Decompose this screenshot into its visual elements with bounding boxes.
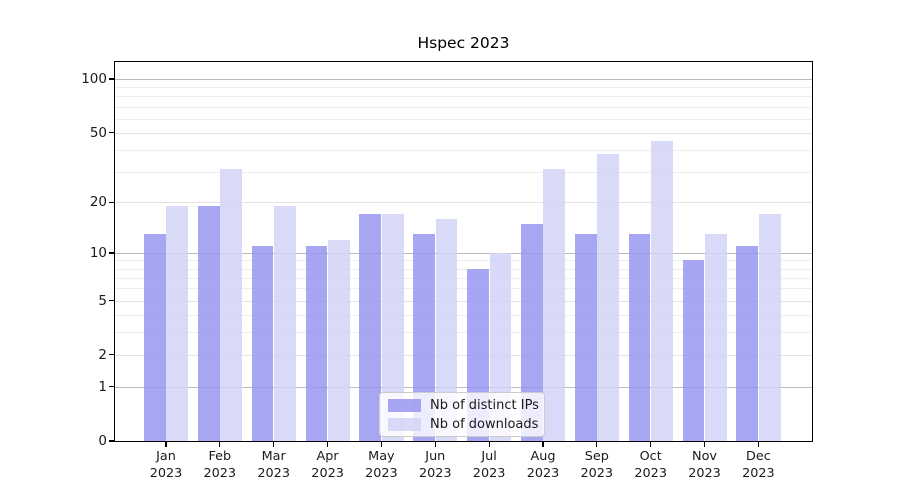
y-tick-mark-2 — [109, 354, 114, 356]
y-tick-label-0: 0 — [98, 433, 107, 449]
y-tick-mark-1 — [109, 386, 114, 388]
bar-distinct-ips-jan — [144, 234, 166, 441]
bar-downloads-dec — [758, 214, 781, 441]
x-tick-mark-sep — [596, 442, 598, 447]
gridline-y-60 — [115, 118, 812, 120]
bar-distinct-ips-sep — [574, 234, 597, 441]
gridline-y-40 — [115, 149, 812, 151]
x-tick-label-jan: Jan 2023 — [149, 449, 183, 481]
gridline-y-6 — [115, 288, 812, 290]
gridline-y-80 — [115, 96, 812, 98]
x-tick-mark-oct — [650, 442, 652, 447]
legend-row-distinct-ips: Nb of distinct IPs — [388, 398, 544, 413]
bar-distinct-ips-oct — [628, 234, 651, 441]
bar-downloads-jan — [166, 206, 189, 441]
x-tick-label-feb: Feb 2023 — [203, 449, 237, 481]
legend: Nb of distinct IPs Nb of downloads — [379, 392, 545, 437]
gridline-y-10 — [115, 252, 812, 254]
x-tick-label-dec: Dec 2023 — [742, 449, 775, 481]
x-tick-mark-may — [380, 442, 383, 447]
gridline-y-30 — [115, 171, 812, 173]
gridline-y-7 — [115, 277, 812, 279]
bar-distinct-ips-apr — [305, 246, 328, 441]
bar-distinct-ips-mar — [251, 246, 274, 441]
y-tick-mark-10 — [109, 252, 114, 254]
y-tick-mark-50 — [109, 132, 114, 134]
x-tick-mark-feb — [219, 442, 221, 447]
bar-distinct-ips-jun — [413, 234, 436, 441]
bar-distinct-ips-aug — [520, 223, 543, 441]
gridline-y-2 — [115, 354, 812, 356]
bar-downloads-mar — [274, 206, 296, 441]
bar-downloads-oct — [651, 140, 673, 441]
gridline-y-20 — [115, 202, 812, 204]
x-tick-label-nov: Nov 2023 — [688, 449, 721, 481]
gridline-y-50 — [115, 132, 812, 134]
gridline-y-3 — [115, 332, 812, 334]
y-tick-mark-5 — [109, 299, 114, 302]
gridline-y-5 — [115, 300, 812, 302]
x-tick-label-apr: Apr 2023 — [311, 449, 344, 481]
y-tick-label-1: 1 — [98, 378, 107, 395]
bar-downloads-aug — [543, 169, 566, 441]
x-tick-mark-jun — [434, 442, 436, 447]
x-tick-mark-jan — [165, 442, 167, 447]
bar-downloads-sep — [597, 153, 619, 441]
y-tick-mark-20 — [109, 201, 114, 203]
x-tick-mark-aug — [542, 442, 544, 447]
gridline-y-9 — [115, 260, 812, 262]
plot-area — [114, 61, 813, 442]
chart-title: Hspec 2023 — [417, 34, 510, 52]
x-tick-label-mar: Mar 2023 — [257, 449, 290, 481]
x-tick-mark-mar — [273, 442, 275, 447]
y-tick-mark-100 — [109, 78, 114, 80]
x-tick-mark-apr — [326, 442, 329, 447]
x-tick-mark-nov — [703, 442, 706, 447]
y-tick-label-2: 2 — [98, 346, 107, 363]
legend-swatch-downloads — [388, 417, 421, 431]
y-tick-label-100: 100 — [81, 71, 107, 87]
x-tick-label-oct: Oct 2023 — [634, 449, 667, 481]
bar-downloads-nov — [704, 234, 727, 441]
x-tick-label-may: May 2023 — [365, 449, 398, 481]
bar-distinct-ips-feb — [197, 206, 220, 441]
gridline-y-90 — [115, 87, 812, 89]
bar-distinct-ips-dec — [736, 246, 759, 441]
bar-downloads-may — [381, 214, 404, 441]
bar-distinct-ips-nov — [682, 260, 705, 441]
x-tick-label-jun: Jun 2023 — [419, 449, 452, 481]
y-tick-label-5: 5 — [98, 292, 107, 309]
x-tick-mark-dec — [757, 442, 759, 447]
bar-downloads-apr — [328, 239, 350, 441]
x-tick-label-sep: Sep 2023 — [580, 449, 614, 481]
y-tick-label-20: 20 — [89, 194, 107, 211]
bar-downloads-jun — [435, 218, 458, 441]
legend-swatch-distinct-ips — [388, 398, 421, 412]
gridline-y-8 — [115, 268, 812, 270]
gridline-y-4 — [115, 314, 812, 316]
y-tick-label-50: 50 — [89, 124, 107, 141]
x-tick-label-jul: Jul 2023 — [472, 449, 506, 481]
gridline-y-1 — [115, 386, 812, 388]
y-tick-label-10: 10 — [89, 244, 107, 261]
gridline-y-70 — [115, 106, 812, 108]
gridline-y-100 — [115, 79, 812, 80]
legend-label-downloads: Nb of downloads — [430, 416, 539, 432]
y-tick-mark-0 — [109, 440, 114, 442]
legend-label-distinct-ips: Nb of distinct IPs — [430, 397, 539, 413]
x-tick-label-aug: Aug 2023 — [526, 449, 560, 481]
x-tick-mark-jul — [488, 442, 490, 447]
bar-downloads-feb — [220, 169, 243, 441]
bar-distinct-ips-may — [359, 214, 382, 441]
legend-row-downloads: Nb of downloads — [388, 417, 544, 432]
